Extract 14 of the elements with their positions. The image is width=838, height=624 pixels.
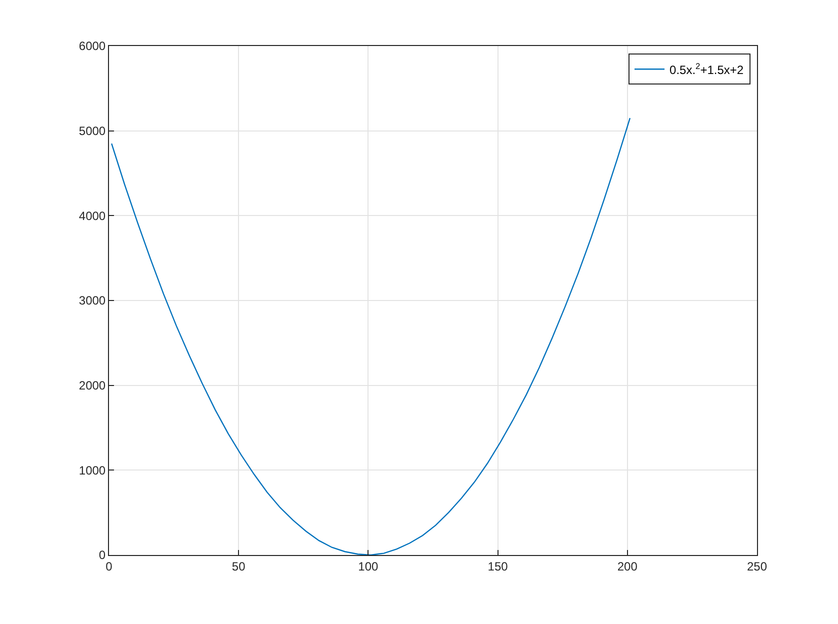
x-tick-label: 200 bbox=[617, 559, 638, 574]
y-tick-label: 5000 bbox=[78, 124, 106, 138]
y-tick-label: 4000 bbox=[78, 208, 106, 223]
y-tick-label: 0 bbox=[98, 548, 106, 562]
y-tick-label: 2000 bbox=[78, 378, 106, 393]
y-tick-label: 6000 bbox=[78, 39, 106, 54]
y-tick-label: 1000 bbox=[78, 463, 106, 478]
x-tick-label: 50 bbox=[232, 559, 246, 574]
x-tick-label: 100 bbox=[358, 559, 379, 574]
line-series bbox=[110, 118, 631, 555]
x-tick-label: 150 bbox=[488, 559, 508, 574]
x-tick-label: 250 bbox=[746, 559, 768, 574]
legend-label: 0.5x.$^{2}$+1.5x+2 bbox=[670, 60, 744, 77]
y-tick-label: 3000 bbox=[78, 294, 106, 308]
